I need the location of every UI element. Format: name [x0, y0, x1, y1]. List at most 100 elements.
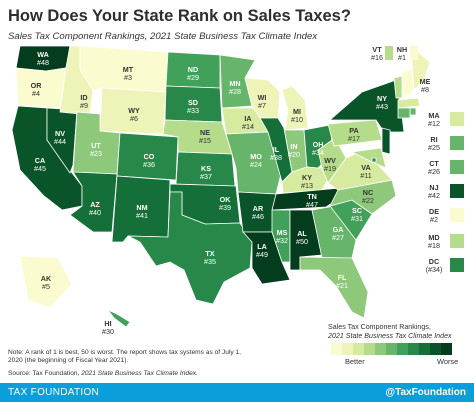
- state-abbr-nv: NV: [55, 129, 65, 138]
- state-abbr-mt: MT: [123, 65, 134, 74]
- state-abbr-az: AZ: [90, 200, 100, 209]
- state-abbr-vt: VT: [372, 45, 382, 54]
- state-abbr-ok: OK: [220, 195, 232, 204]
- state-ms: [271, 209, 291, 263]
- swatch-nj: [450, 184, 464, 198]
- state-abbr-hi: HI: [104, 319, 111, 328]
- state-rank-md: #18: [428, 241, 440, 250]
- state-abbr-mo: MO: [250, 152, 262, 161]
- state-rank-hi: #30: [102, 327, 114, 336]
- state-abbr-wa: WA: [37, 50, 49, 59]
- state-abbr-mi: MI: [293, 107, 301, 116]
- state-rank-al: #50: [296, 237, 308, 246]
- state-rank-sd: #33: [187, 106, 199, 115]
- state-rank-ny: #43: [376, 102, 388, 111]
- footer-brand: TAX FOUNDATION: [8, 387, 100, 398]
- legend-swatch-9: [419, 343, 430, 355]
- state-nj: [381, 127, 391, 155]
- state-abbr-mn: MN: [229, 79, 240, 88]
- state-rank-az: #40: [89, 208, 101, 217]
- legend-title: Sales Tax Component Rankings, 2021 State…: [328, 323, 468, 340]
- legend-swatch-7: [397, 343, 408, 355]
- state-abbr-in: IN: [290, 142, 297, 151]
- legend-swatch-4: [364, 343, 375, 355]
- state-rank-sc: #31: [351, 214, 363, 223]
- state-rank-me: #8: [421, 85, 429, 94]
- state-abbr-ny: NY: [377, 94, 387, 103]
- state-abbr-de: DE: [429, 207, 439, 216]
- footer-bar: TAX FOUNDATION @TaxFoundation: [0, 383, 474, 402]
- swatch-de: [450, 208, 464, 222]
- source-title: 2021 State Business Tax Climate Index.: [81, 370, 198, 377]
- swatch-nh: [410, 46, 418, 60]
- footer-handle: @TaxFoundation: [385, 387, 466, 398]
- state-rank-or: #4: [32, 89, 40, 98]
- source-line: Source: Tax Foundation, 2021 State Busin…: [8, 370, 198, 377]
- state-abbr-sd: SD: [188, 98, 198, 107]
- legend-swatch-2: [342, 343, 353, 355]
- state-abbr-la: LA: [257, 242, 267, 251]
- state-rank-va: #11: [360, 171, 371, 180]
- state-rank-ri: #25: [428, 143, 440, 152]
- state-rank-in: #20: [288, 150, 300, 159]
- state-abbr-wi: WI: [258, 93, 267, 102]
- state-hi: [106, 309, 131, 328]
- state-rank-vt: #16: [371, 53, 383, 62]
- state-rank-ok: #39: [219, 203, 231, 212]
- state-rank-ut: #23: [90, 149, 102, 158]
- legend-swatch-6: [386, 343, 397, 355]
- state-abbr-al: AL: [297, 229, 307, 238]
- state-rank-pa: #17: [348, 134, 360, 143]
- state-rank-nj: #42: [428, 191, 440, 200]
- state-abbr-nd: ND: [188, 65, 198, 74]
- state-rank-nd: #29: [187, 73, 199, 82]
- footnote: Note: A rank of 1 is best, 50 is worst. …: [8, 349, 241, 365]
- state-rank-co: #36: [143, 160, 155, 169]
- state-abbr-wy: WY: [128, 106, 140, 115]
- legend-color-scale: [331, 343, 452, 355]
- state-rank-ky: #13: [301, 181, 313, 190]
- state-abbr-dc: DC: [429, 257, 439, 266]
- state-rank-ga: #27: [332, 233, 344, 242]
- state-tx: [127, 191, 253, 305]
- legend-swatch-8: [408, 343, 419, 355]
- state-rank-ak: #5: [42, 282, 50, 291]
- state-rank-nv: #44: [54, 137, 66, 146]
- state-abbr-ct: CT: [429, 159, 439, 168]
- state-abbr-co: CO: [144, 152, 155, 161]
- state-rank-ma: #12: [428, 119, 440, 128]
- legend-better-label: Better: [345, 357, 365, 366]
- state-fl: [299, 256, 369, 319]
- legend-worse-label: Worse: [437, 357, 459, 366]
- state-abbr-nm: NM: [136, 203, 147, 212]
- state-rank-la: #49: [256, 250, 268, 259]
- state-ny: [328, 79, 405, 133]
- state-abbr-fl: FL: [338, 273, 347, 282]
- state-abbr-ks: KS: [201, 164, 211, 173]
- state-labels: WA#48OR#4CA#45NV#44ID#9MT#3WY#6UT#23AZ#4…: [31, 45, 464, 336]
- state-abbr-ar: AR: [253, 204, 264, 213]
- state-rank-mo: #24: [250, 160, 262, 169]
- legend-swatch-10: [430, 343, 441, 355]
- page-title: How Does Your State Rank on Sales Taxes?: [8, 7, 351, 25]
- state-nh: [401, 69, 415, 99]
- state-abbr-ma: MA: [428, 111, 439, 120]
- swatch-vt: [385, 46, 393, 60]
- state-rank-ks: #37: [200, 172, 212, 181]
- state-abbr-tn: TN: [307, 192, 317, 201]
- state-rank-mn: #28: [229, 87, 241, 96]
- state-abbr-va: VA: [361, 163, 370, 172]
- state-abbr-id: ID: [80, 93, 87, 102]
- state-abbr-oh: OH: [313, 140, 324, 149]
- state-rank-ne: #15: [199, 136, 211, 145]
- legend-title-line2: 2021 State Business Tax Climate Index: [328, 331, 452, 340]
- state-rank-wv: #19: [324, 164, 336, 173]
- state-md: [350, 147, 387, 169]
- legend-swatch-3: [353, 343, 364, 355]
- state-abbr-ky: KY: [302, 173, 312, 182]
- state-rank-wi: #7: [258, 101, 266, 110]
- state-rank-ms: #32: [276, 236, 288, 245]
- state-abbr-ne: NE: [200, 128, 210, 137]
- swatch-ri: [450, 136, 464, 150]
